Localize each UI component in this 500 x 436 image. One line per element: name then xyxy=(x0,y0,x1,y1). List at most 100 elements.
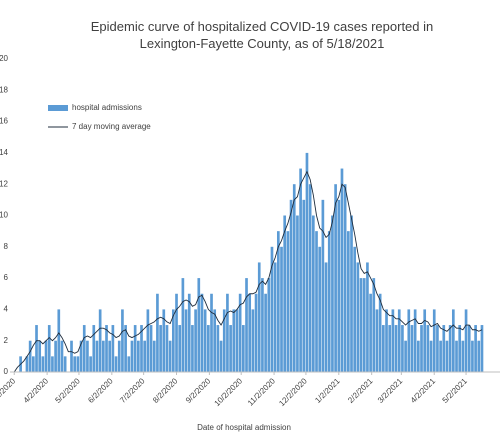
x-tick-label: 4/2/2020 xyxy=(22,376,51,405)
bar xyxy=(410,325,414,372)
bar xyxy=(429,340,433,372)
bar xyxy=(458,325,462,372)
bar xyxy=(451,309,455,372)
bar xyxy=(73,356,77,372)
bar xyxy=(95,340,99,372)
bar xyxy=(127,356,131,372)
x-tick-label: 5/2/2020 xyxy=(53,376,82,405)
bar xyxy=(381,325,385,372)
bar xyxy=(397,309,401,372)
bar xyxy=(105,325,108,372)
bar xyxy=(28,340,32,372)
legend-label: hospital admissions xyxy=(72,103,142,112)
bar xyxy=(385,309,388,372)
bar xyxy=(51,356,54,372)
bar xyxy=(416,340,420,372)
bar xyxy=(143,340,147,372)
bar xyxy=(311,215,315,372)
bar xyxy=(162,309,166,372)
bar xyxy=(184,309,188,372)
bar xyxy=(44,340,48,372)
bar xyxy=(235,309,239,372)
x-tick-label: 5/2/2021 xyxy=(441,376,470,405)
bar xyxy=(146,309,150,372)
bar xyxy=(359,278,363,372)
bar xyxy=(432,309,436,372)
bar xyxy=(82,325,86,372)
bar xyxy=(47,325,51,372)
bar xyxy=(401,325,404,372)
bar xyxy=(31,356,35,372)
x-tick-label: 12/2/2020 xyxy=(277,376,309,408)
bar xyxy=(41,356,45,372)
bar xyxy=(305,152,309,372)
bar xyxy=(280,246,283,372)
y-tick-label: 6 xyxy=(4,273,9,282)
bar xyxy=(356,262,360,372)
bar xyxy=(203,309,207,372)
bar xyxy=(194,309,197,372)
bar xyxy=(200,293,204,372)
y-tick-label: 4 xyxy=(4,305,9,314)
x-tick-label: 2/2/2021 xyxy=(346,376,375,405)
bar xyxy=(442,325,446,372)
bar xyxy=(63,356,67,372)
bar xyxy=(261,278,264,372)
bar xyxy=(222,309,226,372)
bar xyxy=(248,293,252,372)
bar xyxy=(35,325,38,372)
bar xyxy=(86,340,89,372)
bar xyxy=(423,309,427,372)
bar xyxy=(276,231,280,372)
bar xyxy=(251,309,255,372)
bar xyxy=(369,293,372,372)
bar xyxy=(318,246,322,372)
bar xyxy=(343,184,347,372)
bar xyxy=(394,325,398,372)
bar xyxy=(315,231,318,372)
bar xyxy=(366,262,369,372)
x-tick-label: 8/2/2020 xyxy=(151,376,180,405)
x-tick-label: 6/2/2020 xyxy=(86,376,115,405)
x-tick-label: 1/2/2021 xyxy=(313,376,342,405)
y-tick-label: 0 xyxy=(4,367,9,376)
moving-average-line xyxy=(13,170,483,373)
bar xyxy=(474,325,477,372)
bar xyxy=(25,356,29,372)
bar xyxy=(445,340,449,372)
bar xyxy=(353,246,357,372)
bar xyxy=(165,325,169,372)
bar xyxy=(213,309,217,372)
y-tick-label: 8 xyxy=(4,242,9,251)
bar xyxy=(273,262,277,372)
y-tick-label: 16 xyxy=(0,117,9,126)
y-tick-label: 18 xyxy=(0,85,9,94)
bar xyxy=(121,309,124,372)
bar xyxy=(289,199,293,372)
legend-label: 7 day moving average xyxy=(72,122,151,131)
bar xyxy=(133,325,137,372)
bar xyxy=(216,325,220,372)
x-tick-label: 3/2/2020 xyxy=(0,376,18,405)
bar xyxy=(191,325,194,372)
x-tick-label: 3/2/2021 xyxy=(376,376,405,405)
y-tick-label: 2 xyxy=(4,336,9,345)
x-axis-title: Date of hospital admission xyxy=(197,423,291,432)
bar xyxy=(238,293,242,372)
bar xyxy=(267,278,271,372)
y-tick-label: 10 xyxy=(0,211,9,220)
bar xyxy=(232,309,236,372)
y-tick-label: 14 xyxy=(0,148,9,157)
bar xyxy=(226,293,229,372)
bar xyxy=(178,325,182,372)
bar xyxy=(197,278,201,372)
bar xyxy=(448,325,452,372)
bar xyxy=(299,168,302,372)
bar xyxy=(149,325,153,372)
bar xyxy=(60,340,64,372)
bar xyxy=(407,309,411,372)
chart-title: Epidemic curve of hospitalized COVID-19 … xyxy=(91,19,434,51)
bar xyxy=(378,293,382,372)
bar xyxy=(108,340,112,372)
bar xyxy=(101,340,105,372)
